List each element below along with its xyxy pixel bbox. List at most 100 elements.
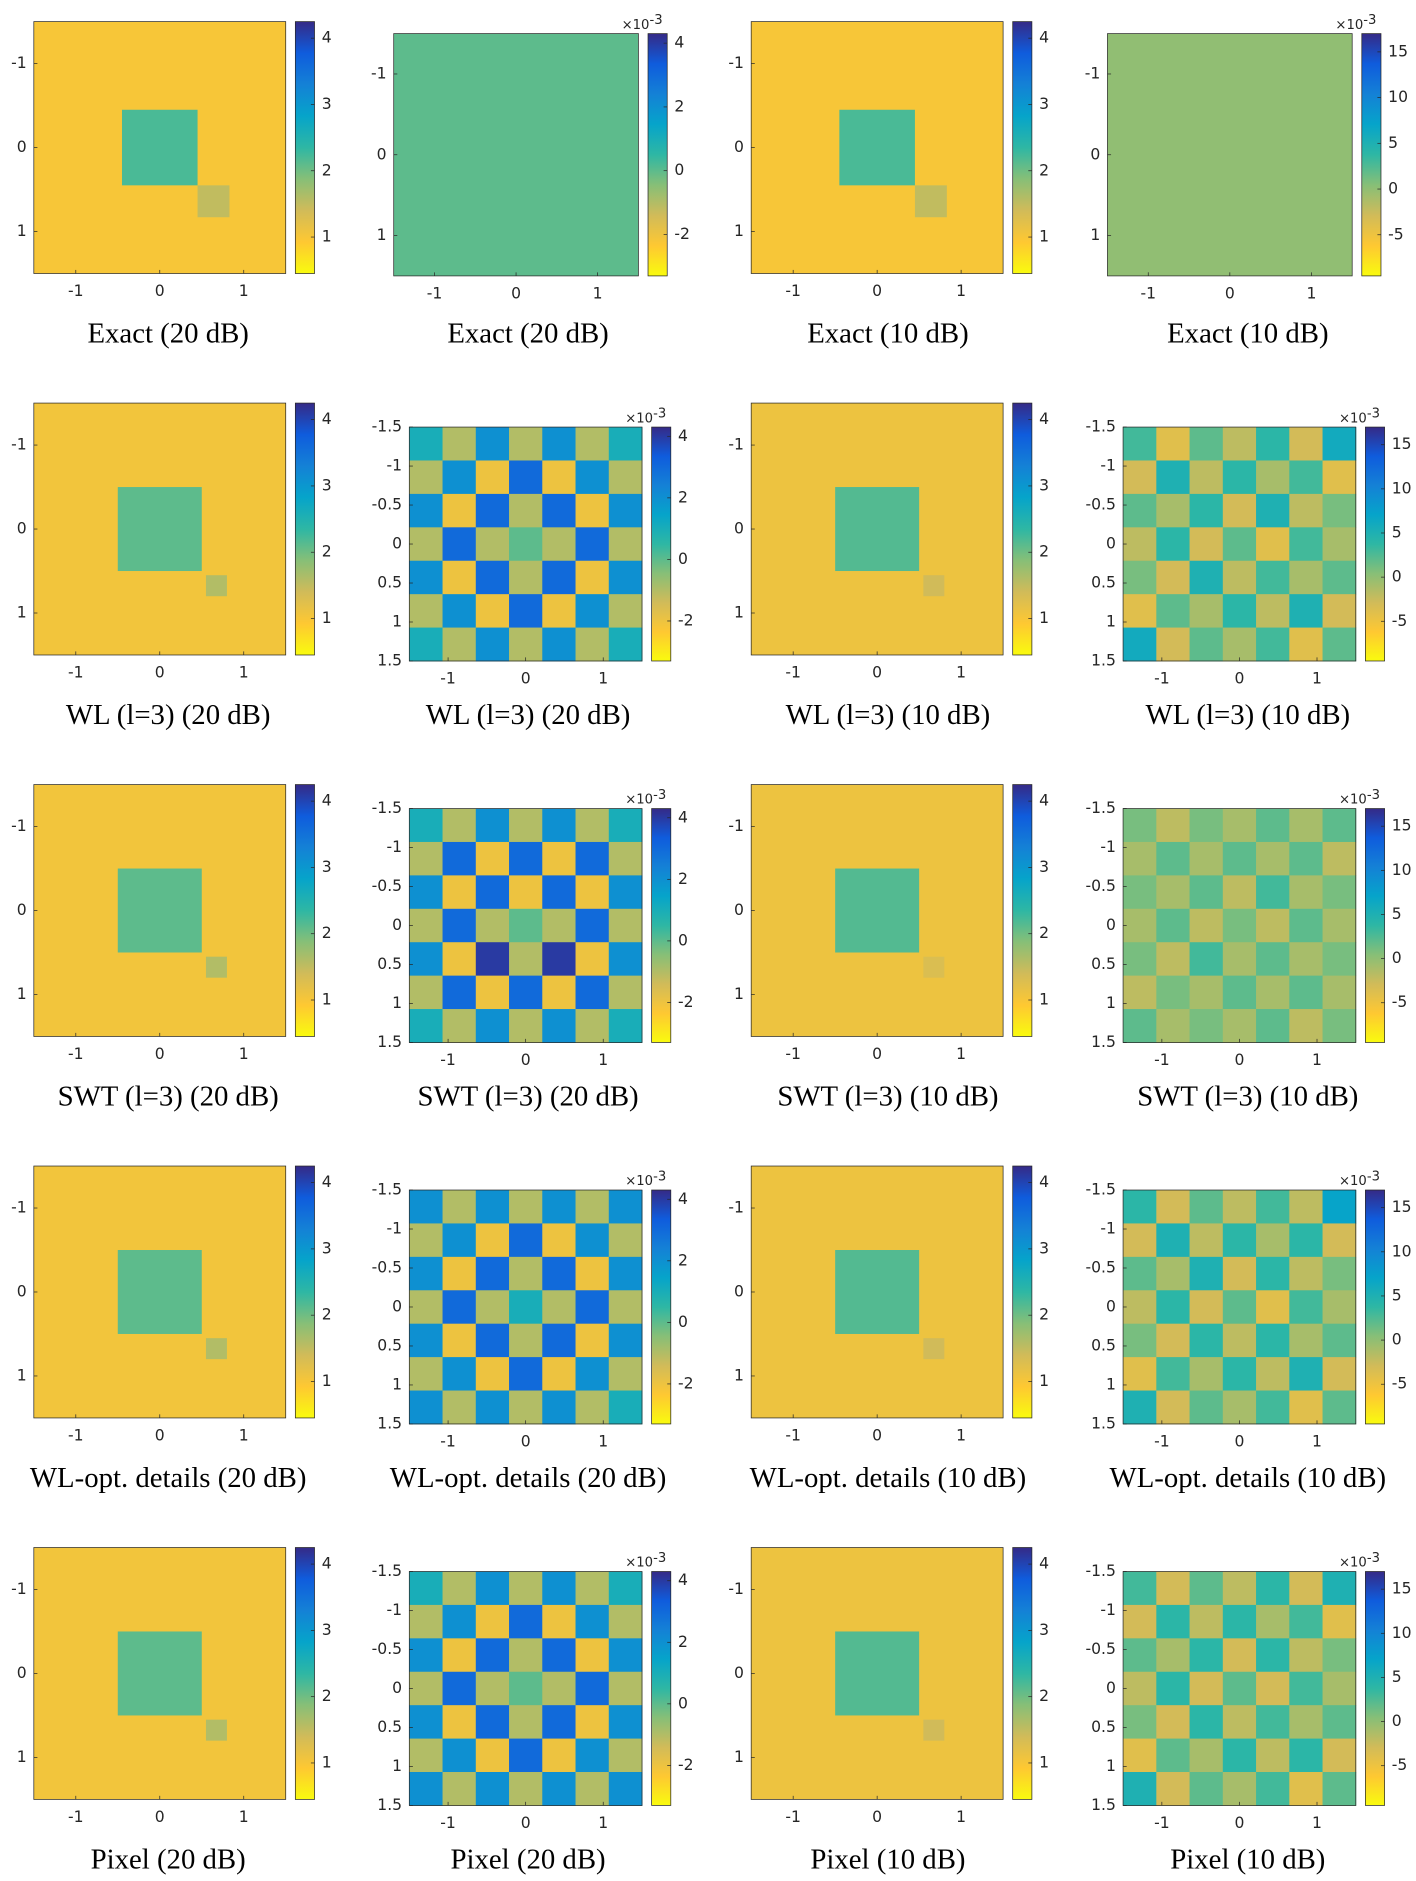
x-tick-label: -1 xyxy=(1154,1051,1170,1069)
heat-cell xyxy=(1289,808,1324,843)
y-tick-label: -1 xyxy=(728,54,744,72)
heat-cell xyxy=(542,1390,577,1425)
y-tick-label: -0.5 xyxy=(372,877,402,895)
x-tick-label: 0 xyxy=(1234,1814,1244,1832)
heat-cell xyxy=(409,875,444,910)
heat-cell xyxy=(1123,1705,1157,1740)
colorbar-exponent: -3 xyxy=(649,13,662,28)
region xyxy=(835,1250,920,1334)
heat-cell xyxy=(608,942,643,977)
heat-cell xyxy=(1289,1638,1324,1673)
heat-cell xyxy=(575,1190,610,1224)
x-tick-label: 1 xyxy=(239,1426,249,1444)
colorbar-scale: ×10-3 xyxy=(625,1551,666,1571)
heat-cell xyxy=(1156,1772,1191,1806)
heat-cell xyxy=(1322,1256,1357,1291)
heat-cell xyxy=(1289,460,1324,495)
heat-cell xyxy=(509,1256,543,1291)
heat-cell xyxy=(1256,1571,1290,1606)
heat-cell xyxy=(1322,427,1357,461)
region xyxy=(914,185,947,218)
heat-cell xyxy=(409,1738,444,1773)
y-tick-label: 1 xyxy=(734,985,744,1003)
y-tick-label: 1.5 xyxy=(1091,1414,1116,1432)
heat-cell xyxy=(1156,841,1191,876)
heat-cell xyxy=(1256,1256,1290,1291)
y-tick-label: 1.5 xyxy=(377,1796,402,1814)
x-tick-label: -1 xyxy=(440,669,456,687)
heat-cell xyxy=(1256,560,1290,595)
heat-cell xyxy=(409,975,444,1010)
heat-cell xyxy=(608,1772,643,1806)
heat-cell xyxy=(608,1256,643,1291)
heat-cell xyxy=(575,493,610,528)
heat-cell xyxy=(575,1638,610,1673)
heat-cell xyxy=(1256,627,1290,662)
y-tick-label: 0 xyxy=(1090,145,1100,163)
heat-cell xyxy=(475,1638,510,1673)
x-tick-label: -1 xyxy=(1154,669,1170,687)
heat-cell xyxy=(1256,808,1290,843)
heat-cell xyxy=(575,1738,610,1773)
heat-cell xyxy=(1256,1772,1290,1806)
heat-cell xyxy=(542,1357,577,1392)
heat-cell xyxy=(475,460,510,495)
region xyxy=(205,956,227,978)
heat-cell xyxy=(1289,1009,1324,1043)
panel-caption: WL (l=3) (10 dB) xyxy=(1146,699,1351,731)
heat-cell xyxy=(1189,875,1224,910)
y-tick-label: 1 xyxy=(1106,613,1116,631)
colorbar-tick-label: 0 xyxy=(1388,180,1398,198)
heat-cell xyxy=(1156,975,1191,1010)
heat-cell xyxy=(442,1705,477,1740)
panel-caption: SWT (l=3) (10 dB) xyxy=(777,1080,998,1112)
heat-cell xyxy=(1222,875,1257,910)
heat-cell xyxy=(409,1671,444,1706)
y-tick-label: 0 xyxy=(17,901,27,919)
x-tick-label: 0 xyxy=(1234,669,1244,687)
heat-cell xyxy=(409,493,444,528)
heat-cell xyxy=(1123,493,1157,528)
x-tick-label: 1 xyxy=(1306,284,1316,302)
colorbar-exponent: -3 xyxy=(1367,788,1380,803)
heat-cell xyxy=(1222,1738,1257,1773)
heat-cell xyxy=(1322,1323,1357,1358)
heat-cell xyxy=(409,1290,444,1325)
colorbar-tick-label: 0 xyxy=(678,1313,688,1331)
heat-cell xyxy=(1256,841,1290,876)
heat-cell xyxy=(608,1009,643,1043)
heat-cell xyxy=(608,1190,643,1224)
heat-cell xyxy=(1189,1190,1224,1224)
heat-cell xyxy=(542,1190,577,1224)
y-tick-label: -1.5 xyxy=(1085,1181,1115,1199)
heat-cell xyxy=(1289,1256,1324,1291)
x-tick-label: -1 xyxy=(68,1045,84,1063)
heat-cell xyxy=(442,942,477,977)
heat-cell xyxy=(1256,875,1290,910)
x-tick-label: 0 xyxy=(872,1045,882,1063)
x-tick-label: 1 xyxy=(239,282,249,300)
heat-cell xyxy=(509,1357,543,1392)
heat-cell xyxy=(1156,427,1191,461)
heat-cell xyxy=(1222,1357,1257,1392)
heat-cell xyxy=(1256,1190,1290,1224)
heat-cell xyxy=(1289,560,1324,595)
colorbar xyxy=(651,1189,672,1425)
heat-cell xyxy=(409,627,444,662)
heat-cell xyxy=(509,460,543,495)
x-tick-label: -1 xyxy=(68,282,84,300)
heat-cell xyxy=(542,460,577,495)
heat-cell xyxy=(542,1772,577,1806)
heat-cell xyxy=(1156,1638,1191,1673)
colorbar-tick-label: 0 xyxy=(1392,568,1402,586)
heat-cell xyxy=(1256,527,1290,562)
heat-cell xyxy=(1256,1604,1290,1639)
heat-cell xyxy=(1289,527,1324,562)
heat-cell xyxy=(475,493,510,528)
heat-cell xyxy=(608,1604,643,1639)
x-tick-label: 1 xyxy=(598,1432,608,1450)
y-tick-label: -1 xyxy=(728,1580,744,1598)
heat-cell xyxy=(475,1223,510,1258)
heat-cell xyxy=(1123,527,1157,562)
